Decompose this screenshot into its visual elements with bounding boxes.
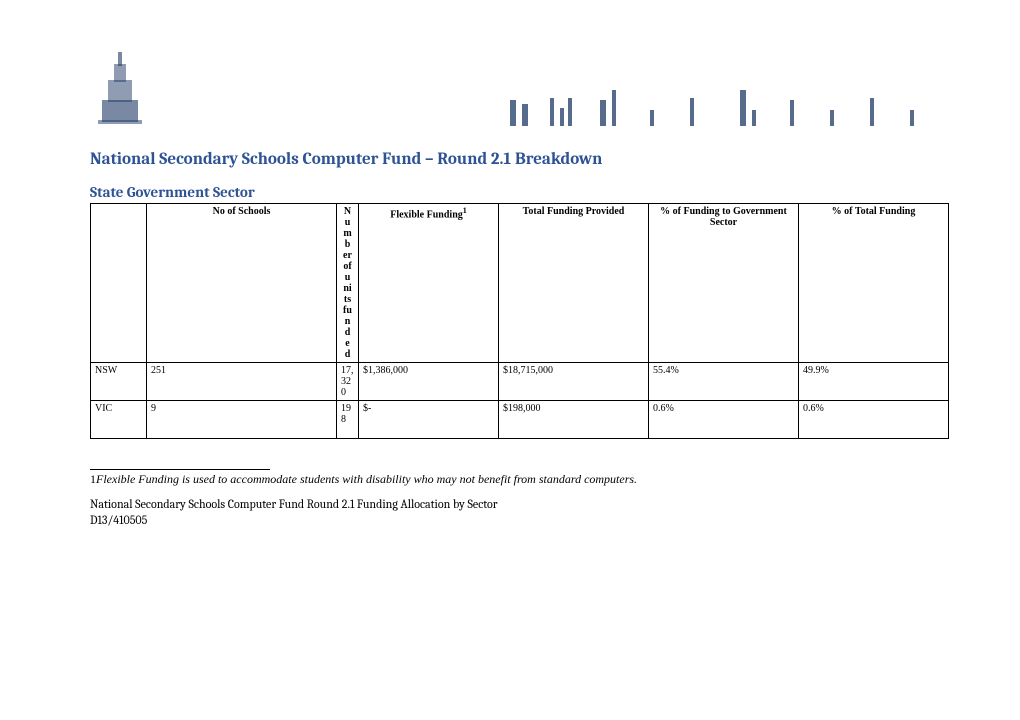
header-wordmark bbox=[510, 90, 930, 130]
cell-pct_total: 49.9% bbox=[799, 363, 949, 401]
cell-state: VIC bbox=[91, 401, 147, 439]
th-pcttot: % of Total Funding bbox=[799, 204, 949, 363]
crest-logo bbox=[90, 50, 150, 130]
th-state bbox=[91, 204, 147, 363]
cell-state: NSW bbox=[91, 363, 147, 401]
table-row: NSW25117,320$1,386,000$18,715,00055.4%49… bbox=[91, 363, 949, 401]
cell-pct_gov: 0.6% bbox=[649, 401, 799, 439]
cell-pct_total: 0.6% bbox=[799, 401, 949, 439]
footnote-rule bbox=[90, 469, 270, 470]
th-pctgov: % of Funding to Government Sector bbox=[649, 204, 799, 363]
document-heading: National Secondary Schools Computer Fund… bbox=[90, 150, 930, 169]
footer: National Secondary Schools Computer Fund… bbox=[90, 497, 930, 528]
th-schools: No of Schools bbox=[147, 204, 337, 363]
footnote-text: Flexible Funding is used to accommodate … bbox=[96, 472, 637, 486]
section-heading: State Government Sector bbox=[90, 183, 930, 201]
cell-total: $18,715,000 bbox=[499, 363, 649, 401]
table-header-row: No of Schools Numberofunitsfunded Flexib… bbox=[91, 204, 949, 363]
cell-units: 17,320 bbox=[337, 363, 359, 401]
th-total: Total Funding Provided bbox=[499, 204, 649, 363]
cell-schools: 251 bbox=[147, 363, 337, 401]
th-flex: Flexible Funding1 bbox=[359, 204, 499, 363]
funding-table: No of Schools Numberofunitsfunded Flexib… bbox=[90, 203, 949, 439]
footer-line-1: National Secondary Schools Computer Fund… bbox=[90, 497, 930, 513]
cell-total: $198,000 bbox=[499, 401, 649, 439]
header-banner bbox=[90, 40, 930, 130]
footer-line-2: D13/410505 bbox=[90, 513, 930, 529]
table-row: VIC9198$-$198,0000.6%0.6% bbox=[91, 401, 949, 439]
th-units: Numberofunitsfunded bbox=[337, 204, 359, 363]
cell-schools: 9 bbox=[147, 401, 337, 439]
cell-pct_gov: 55.4% bbox=[649, 363, 799, 401]
cell-units: 198 bbox=[337, 401, 359, 439]
th-units-text: Numberofunitsfunded bbox=[343, 206, 352, 360]
cell-flex: $- bbox=[359, 401, 499, 439]
footnote: 1Flexible Funding is used to accommodate… bbox=[90, 472, 930, 487]
cell-flex: $1,386,000 bbox=[359, 363, 499, 401]
